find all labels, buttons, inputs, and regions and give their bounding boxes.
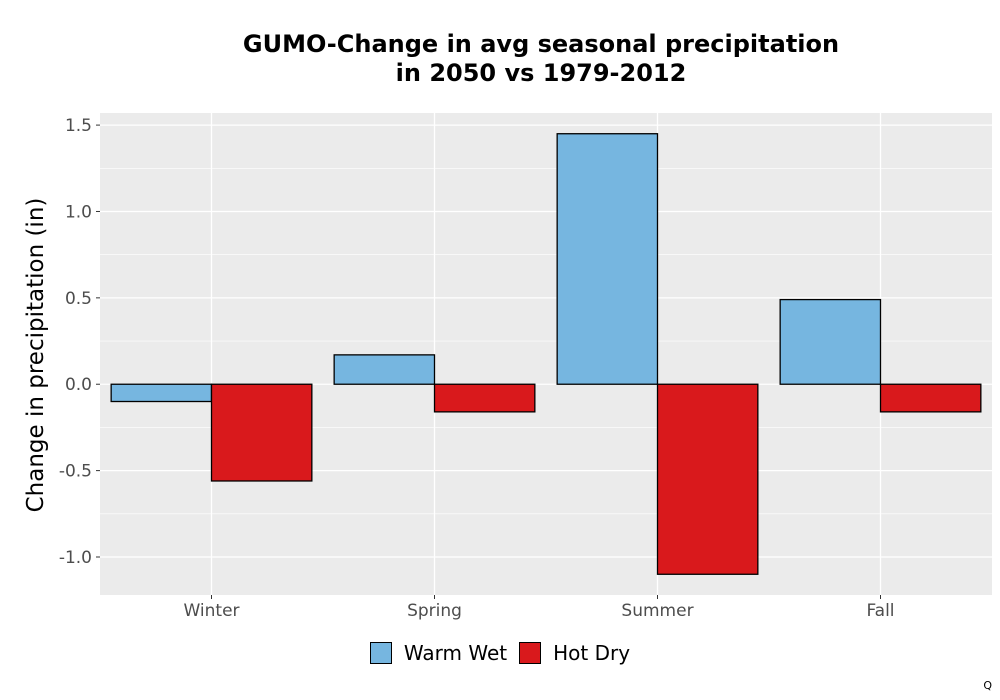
chart-title: GUMO-Change in avg seasonal precipitatio… (100, 30, 982, 88)
bar-hot-dry-fall (879, 383, 982, 413)
caption: Q (983, 679, 992, 692)
legend-item-warm-wet: Warm Wet (369, 641, 508, 665)
bar-warm-wet-spring (333, 354, 436, 385)
legend-label-warm-wet: Warm Wet (403, 641, 508, 665)
y-tick-label: -0.5 (59, 462, 92, 482)
bar-warm-wet-summer (556, 133, 659, 385)
y-tick-label: 0.5 (65, 289, 92, 309)
y-tick-label: 1.0 (65, 202, 92, 222)
x-tick-label-summer: Summer (621, 601, 693, 621)
legend-swatch-hot-dry (519, 642, 542, 664)
y-tick-label: 0.0 (65, 375, 92, 395)
chart-title-line-2: in 2050 vs 1979-2012 (395, 59, 687, 87)
bar-hot-dry-summer (656, 383, 759, 575)
bar-hot-dry-spring (433, 383, 536, 413)
bar-warm-wet-winter (110, 383, 213, 403)
y-tick-label: 1.5 (65, 116, 92, 136)
x-tick-label-fall: Fall (866, 601, 894, 621)
legend-item-hot-dry: Hot Dry (519, 641, 630, 665)
bar-hot-dry-winter (210, 383, 313, 482)
y-tick-label: -1.0 (59, 548, 92, 568)
bar-warm-wet-fall (779, 298, 882, 385)
legend-label-hot-dry: Hot Dry (553, 641, 631, 665)
legend-swatch-warm-wet (369, 642, 392, 664)
chart-title-line-1: GUMO-Change in avg seasonal precipitatio… (242, 30, 840, 58)
x-tick-label-spring: Spring (407, 601, 462, 621)
legend: Warm Wet Hot Dry (0, 641, 1000, 665)
x-tick-label-winter: Winter (183, 601, 239, 621)
